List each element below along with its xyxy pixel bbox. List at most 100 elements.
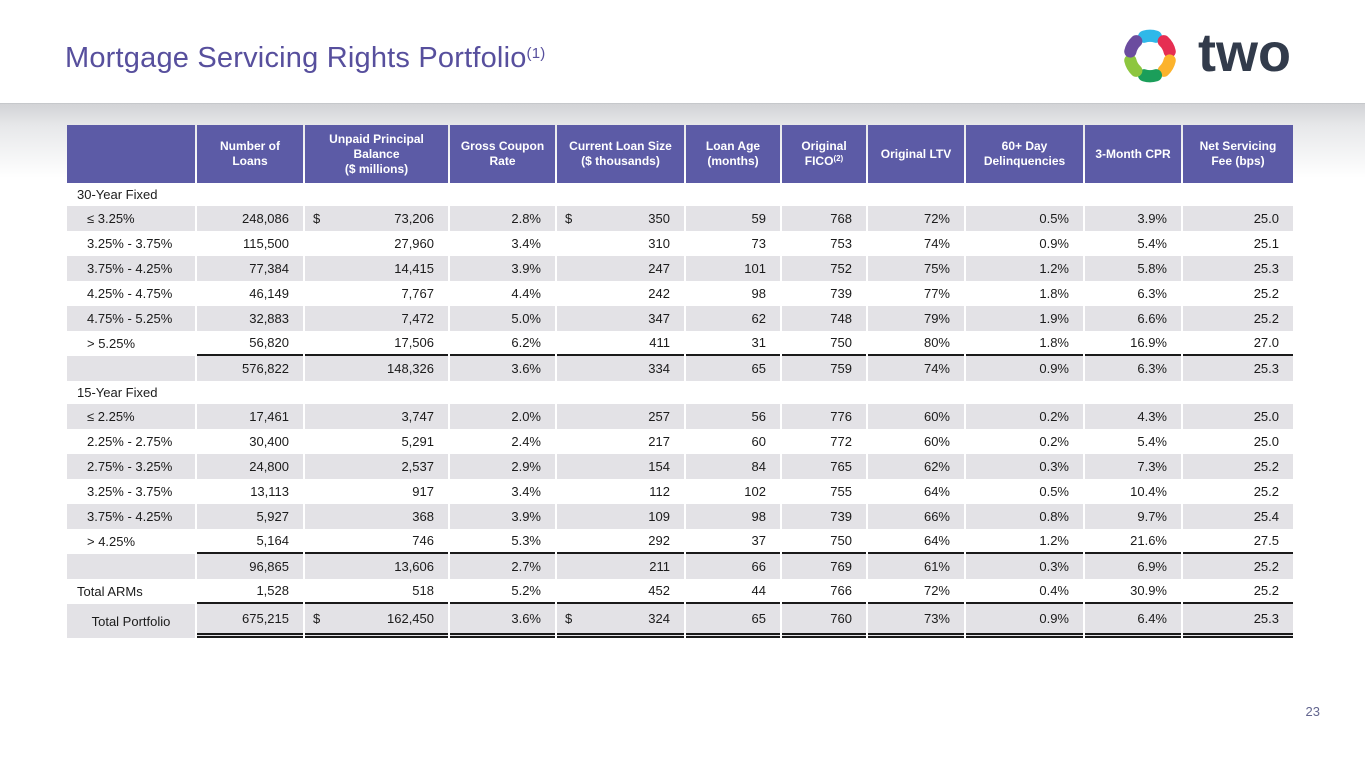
currency-symbol: $ xyxy=(565,611,573,626)
section-label: 30-Year Fixed xyxy=(67,183,1293,206)
cell-value: 64% xyxy=(923,484,950,499)
cell-value: 3.9% xyxy=(450,504,555,529)
cell-value: 2.7% xyxy=(450,554,555,579)
company-logo: two xyxy=(1114,20,1291,92)
table-row: 4.75% - 5.25% 32,883 7,472 5.0% 347 62 748 79% 1… xyxy=(67,306,1293,331)
cell-value: 765 xyxy=(782,454,866,479)
cell-value: 60% xyxy=(868,404,964,429)
cell-value: 25.3 xyxy=(1183,256,1293,281)
cell-value: 1.2% xyxy=(966,529,1083,554)
cell-value: 776 xyxy=(782,404,866,429)
logo-segment-cyan xyxy=(1137,29,1163,43)
cell-value: 73% xyxy=(868,604,964,638)
cell-value: 3.4% xyxy=(511,484,541,499)
cell-value: 3.9% xyxy=(450,256,555,281)
cell-value: 411 xyxy=(557,331,684,356)
cell-value: 6.3% xyxy=(1085,356,1181,381)
title-footnote-marker: (1) xyxy=(526,45,546,62)
cell-value: 60 xyxy=(751,434,766,449)
cell-value: 5.8% xyxy=(1085,256,1181,281)
row-label: 3.25% - 3.75% xyxy=(87,236,173,251)
msr-table-container: Number of Loans Unpaid Principal Balance ($ … xyxy=(65,125,1295,638)
cell-value: 109 xyxy=(557,504,684,529)
cell-value: 752 xyxy=(782,256,866,281)
cell-value: 3.6% xyxy=(450,356,555,381)
cell-value: 1.2% xyxy=(966,256,1083,281)
cell-value: 3.9% xyxy=(1085,206,1181,231)
cell-value: 27.0 xyxy=(1183,331,1293,356)
subtotal-row: 576,822 148,326 3.6% 334 65 759 74% 0.9% 6.3% 25.… xyxy=(67,356,1293,381)
table-row: Total Portfolio 675,215 $162,450 3.6% $324 65… xyxy=(67,604,1293,638)
column-header: Loan Age (months) xyxy=(686,125,780,183)
column-header: 60+ Day Delinquencies xyxy=(966,125,1083,183)
cell-value: 247 xyxy=(557,256,684,281)
cell-value: 30,400 xyxy=(249,434,289,449)
page-title-text: Mortgage Servicing Rights Portfolio xyxy=(65,42,527,74)
row-label: Total ARMs xyxy=(77,584,143,599)
cell-value: 248,086 xyxy=(197,206,303,231)
cell-number: 324 xyxy=(648,611,670,626)
cell-value: 518 xyxy=(305,579,448,604)
table-row: 4.25% - 4.75% 46,149 7,767 4.4% 242 98 739 77% 1… xyxy=(67,281,1293,306)
row-label xyxy=(67,554,195,579)
cell-value: 112 xyxy=(649,484,670,499)
row-label: > 4.25% xyxy=(87,534,136,549)
row-label: Total Portfolio xyxy=(67,604,195,638)
cell-value: 4.4% xyxy=(511,286,541,301)
cell-value: 1.8% xyxy=(1039,286,1069,301)
cell-value: 217 xyxy=(648,434,670,449)
cell-value: 3,747 xyxy=(305,404,448,429)
cell-value: 3.6% xyxy=(450,604,555,638)
cell-value: 27,960 xyxy=(394,236,434,251)
cell-value: 6.3% xyxy=(1137,286,1167,301)
cell-value: 334 xyxy=(557,356,684,381)
cell-value: 1.9% xyxy=(966,306,1083,331)
logo-wordmark: two xyxy=(1198,23,1291,83)
column-header: Gross Coupon Rate xyxy=(450,125,555,183)
subtotal-row: 96,865 13,606 2.7% 211 66 769 61% 0.3% 6.9% 25.2 xyxy=(67,554,1293,579)
cell-value: $324 xyxy=(557,604,684,638)
cell-value: 6.2% xyxy=(450,331,555,356)
cell-value: 5,291 xyxy=(401,434,434,449)
row-label: 3.75% - 4.25% xyxy=(67,504,195,529)
logo-segment-green xyxy=(1137,69,1163,83)
cell-value: 101 xyxy=(686,256,780,281)
row-label: 4.75% - 5.25% xyxy=(67,306,195,331)
cell-value: 0.2% xyxy=(1039,434,1069,449)
cell-value: 768 xyxy=(782,206,866,231)
row-label: 2.75% - 3.25% xyxy=(67,454,195,479)
table-row: 2.75% - 3.25% 24,800 2,537 2.9% 154 84 765 62% 0… xyxy=(67,454,1293,479)
cell-value: 5.4% xyxy=(1137,236,1167,251)
cell-value: 62% xyxy=(868,454,964,479)
cell-value: 10.4% xyxy=(1130,484,1167,499)
cell-value: 750 xyxy=(782,529,866,554)
cell-value: 17,506 xyxy=(305,331,448,356)
cell-value: 17,461 xyxy=(197,404,303,429)
table-row: Total ARMs 1,528 518 5.2% 452 44 766 72% 0.4% 30.… xyxy=(67,579,1293,604)
cell-value: 72% xyxy=(868,206,964,231)
cell-value: 98 xyxy=(686,504,780,529)
cell-value: 56,820 xyxy=(197,331,303,356)
cell-value: 242 xyxy=(648,286,670,301)
cell-value: 80% xyxy=(868,331,964,356)
cell-value: 66 xyxy=(686,554,780,579)
cell-value: 25.2 xyxy=(1183,454,1293,479)
cell-value: 5,927 xyxy=(197,504,303,529)
cell-value: 60% xyxy=(923,434,950,449)
table-row: > 4.25% 5,164 746 5.3% 292 37 750 64% 1.2% 21.6% 2… xyxy=(67,529,1293,554)
cell-value: 1,528 xyxy=(197,579,303,604)
table-row: 3.75% - 4.25% 77,384 14,415 3.9% 247 101 752 75… xyxy=(67,256,1293,281)
cell-value: 576,822 xyxy=(197,356,303,381)
cell-value: 0.3% xyxy=(966,554,1083,579)
table-row: > 5.25% 56,820 17,506 6.2% 411 31 750 80% 1.8% 16… xyxy=(67,331,1293,356)
cell-value: 115,500 xyxy=(242,236,289,251)
cell-value: 148,326 xyxy=(305,356,448,381)
cell-value: 739 xyxy=(782,504,866,529)
cell-value: 769 xyxy=(782,554,866,579)
cell-value: 77% xyxy=(923,286,950,301)
cell-value: 2.9% xyxy=(450,454,555,479)
cell-value: 44 xyxy=(686,579,780,604)
cell-value: 25.0 xyxy=(1183,206,1293,231)
column-header: 3-Month CPR xyxy=(1085,125,1181,183)
cell-value: 0.5% xyxy=(966,206,1083,231)
